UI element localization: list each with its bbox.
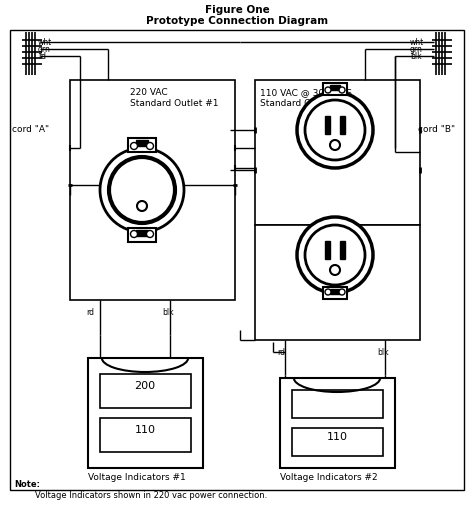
Circle shape xyxy=(146,143,154,149)
Text: grn: grn xyxy=(38,45,51,54)
Text: rd: rd xyxy=(277,348,285,357)
Bar xyxy=(70,80,235,300)
Text: 110: 110 xyxy=(327,432,347,442)
Text: Voltage Indicators #2: Voltage Indicators #2 xyxy=(280,473,378,482)
Text: cord "A": cord "A" xyxy=(12,125,49,134)
Text: rd: rd xyxy=(38,52,46,61)
Text: Standard Outlet #1: Standard Outlet #1 xyxy=(130,99,219,108)
Bar xyxy=(292,390,383,418)
Bar xyxy=(100,374,191,408)
Text: blk: blk xyxy=(410,52,422,61)
Text: grn: grn xyxy=(410,45,423,54)
Bar xyxy=(292,428,383,456)
Circle shape xyxy=(325,87,331,93)
Text: −: − xyxy=(146,184,162,202)
Bar xyxy=(100,418,191,452)
Circle shape xyxy=(130,230,137,238)
Bar xyxy=(323,287,347,299)
Circle shape xyxy=(100,148,184,232)
Circle shape xyxy=(146,230,154,238)
Bar xyxy=(128,228,156,242)
Bar xyxy=(340,116,345,134)
Text: Note:: Note: xyxy=(14,480,40,489)
Text: 110 VAC @ 30 AMPS: 110 VAC @ 30 AMPS xyxy=(260,88,352,97)
Text: wht: wht xyxy=(38,38,52,47)
Bar xyxy=(88,358,203,468)
Bar xyxy=(323,83,347,95)
Circle shape xyxy=(305,225,365,285)
Text: Standard Outpet #2: Standard Outpet #2 xyxy=(260,99,352,108)
Bar xyxy=(340,241,345,259)
Circle shape xyxy=(130,143,137,149)
Circle shape xyxy=(109,157,175,223)
Bar xyxy=(128,138,156,152)
Circle shape xyxy=(305,100,365,160)
Bar xyxy=(255,80,420,225)
Bar xyxy=(325,116,330,134)
Bar xyxy=(325,241,330,259)
Circle shape xyxy=(137,201,147,211)
Bar xyxy=(10,30,464,490)
Text: Figure One: Figure One xyxy=(205,5,269,15)
Text: blk: blk xyxy=(377,348,389,357)
Text: wht: wht xyxy=(410,38,424,47)
Text: 200: 200 xyxy=(135,381,155,391)
Bar xyxy=(280,378,395,468)
Text: Voltage Indicators shown in 220 vac power connection.: Voltage Indicators shown in 220 vac powe… xyxy=(35,491,267,500)
Circle shape xyxy=(325,289,331,295)
Text: +: + xyxy=(127,184,142,202)
Bar xyxy=(330,289,340,294)
Bar xyxy=(255,225,420,340)
Text: cord "B": cord "B" xyxy=(418,125,455,134)
Circle shape xyxy=(297,92,373,168)
Text: 220 VAC: 220 VAC xyxy=(130,88,168,97)
Text: Prototype Connection Diagram: Prototype Connection Diagram xyxy=(146,16,328,26)
Bar xyxy=(330,85,340,90)
Bar xyxy=(136,140,148,146)
Text: 110: 110 xyxy=(135,425,155,435)
Bar xyxy=(136,230,148,236)
Text: Voltage Indicators #1: Voltage Indicators #1 xyxy=(88,473,186,482)
Text: rd: rd xyxy=(86,308,94,317)
Circle shape xyxy=(339,87,345,93)
Text: blk: blk xyxy=(162,308,173,317)
Circle shape xyxy=(330,140,340,150)
Circle shape xyxy=(297,217,373,293)
Circle shape xyxy=(330,265,340,275)
Circle shape xyxy=(339,289,345,295)
